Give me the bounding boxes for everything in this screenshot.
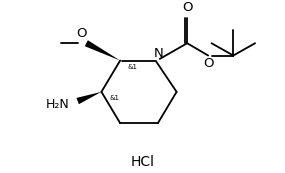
Polygon shape <box>85 40 120 61</box>
Text: &1: &1 <box>128 64 138 70</box>
Text: HCl: HCl <box>131 155 154 169</box>
Text: H₂N: H₂N <box>46 98 69 111</box>
Polygon shape <box>76 92 101 104</box>
Text: &1: &1 <box>109 95 119 101</box>
Text: N: N <box>153 47 163 60</box>
Text: O: O <box>204 57 214 70</box>
Text: O: O <box>182 1 192 14</box>
Text: O: O <box>76 28 87 40</box>
